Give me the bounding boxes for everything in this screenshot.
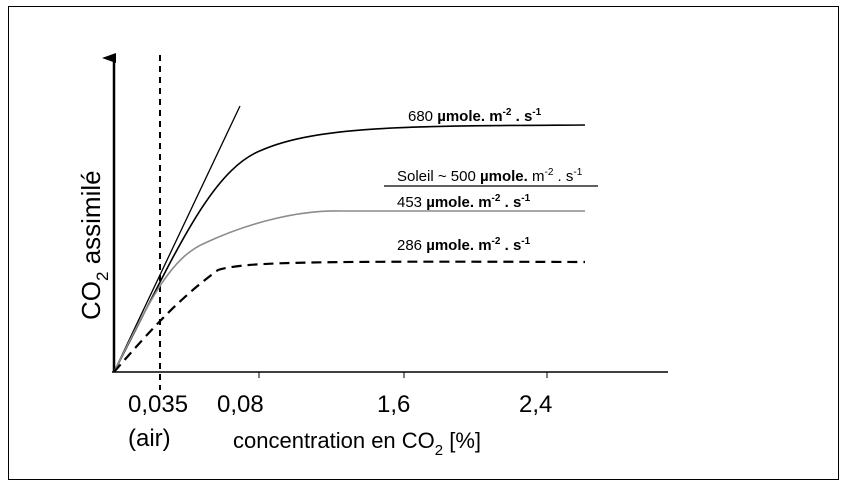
series-453-label: 453 µmole. m-2 . s-1 [397, 193, 531, 211]
y-axis-label: CO2 assimilé [76, 170, 112, 320]
x-tick-label-2: 0,08 [217, 391, 264, 418]
chart-frame [8, 6, 839, 480]
x-tick-label-3: 1,6 [377, 391, 410, 418]
x-tick-label-1: 0,035 [128, 391, 188, 418]
series-286-curve [113, 260, 586, 373]
series-680-curve [113, 124, 586, 373]
sun-reference-label: Soleil ~ 500 µmole. m-2 . s-1 [397, 167, 583, 185]
x-tick-label-4: 2,4 [519, 391, 552, 418]
x-axis-label: concentration en CO2 [%] [233, 428, 481, 459]
series-453-curve [113, 210, 585, 373]
x-tick-note: (air) [128, 425, 171, 452]
initial-slope-tangent [113, 105, 241, 373]
series-286-label: 286 µmole. m-2 . s-1 [397, 236, 531, 254]
series-680-label: 680 µmole. m-2 . s-1 [408, 107, 542, 125]
